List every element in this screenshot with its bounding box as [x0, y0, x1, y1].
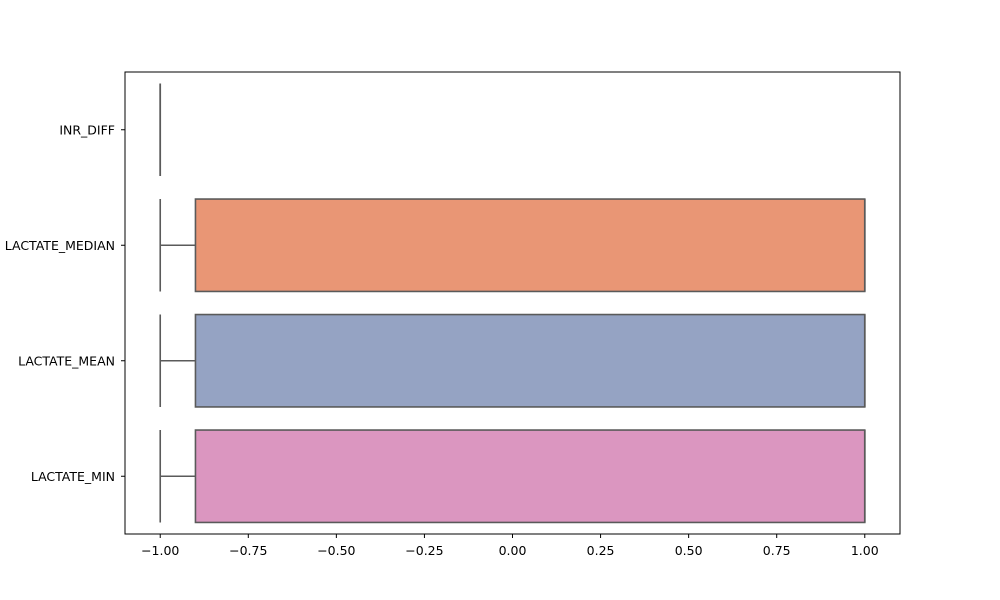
box-rect — [194, 198, 866, 293]
y-axis: INR_DIFF LACTATE_MEDIAN LACTATE_MEAN LACTAT… — [5, 122, 125, 484]
x-tick-label: 0.25 — [587, 543, 615, 558]
x-axis: −1.00 −0.75 −0.50 −0.25 0.00 0.25 0.50 0.75 1.00 — [141, 534, 879, 558]
y-tick-label: INR_DIFF — [59, 122, 115, 137]
box-group — [159, 313, 866, 408]
x-tick-label: 0.50 — [675, 543, 703, 558]
box-rect — [194, 429, 866, 524]
x-tick-label: 0.00 — [499, 543, 527, 558]
y-tick-label: LACTATE_MEDIAN — [5, 238, 115, 253]
box-rect — [194, 313, 866, 408]
x-tick-label: 0.75 — [763, 543, 791, 558]
x-tick-label: −1.00 — [141, 543, 179, 558]
y-tick-label: LACTATE_MEAN — [18, 353, 115, 368]
x-tick-label: 1.00 — [851, 543, 879, 558]
box-group — [159, 429, 866, 524]
boxes-layer — [159, 83, 866, 524]
x-tick-label: −0.25 — [405, 543, 443, 558]
x-tick-label: −0.50 — [317, 543, 355, 558]
y-tick-label: LACTATE_MIN — [31, 469, 115, 484]
box-group — [159, 198, 866, 293]
x-tick-label: −0.75 — [229, 543, 267, 558]
